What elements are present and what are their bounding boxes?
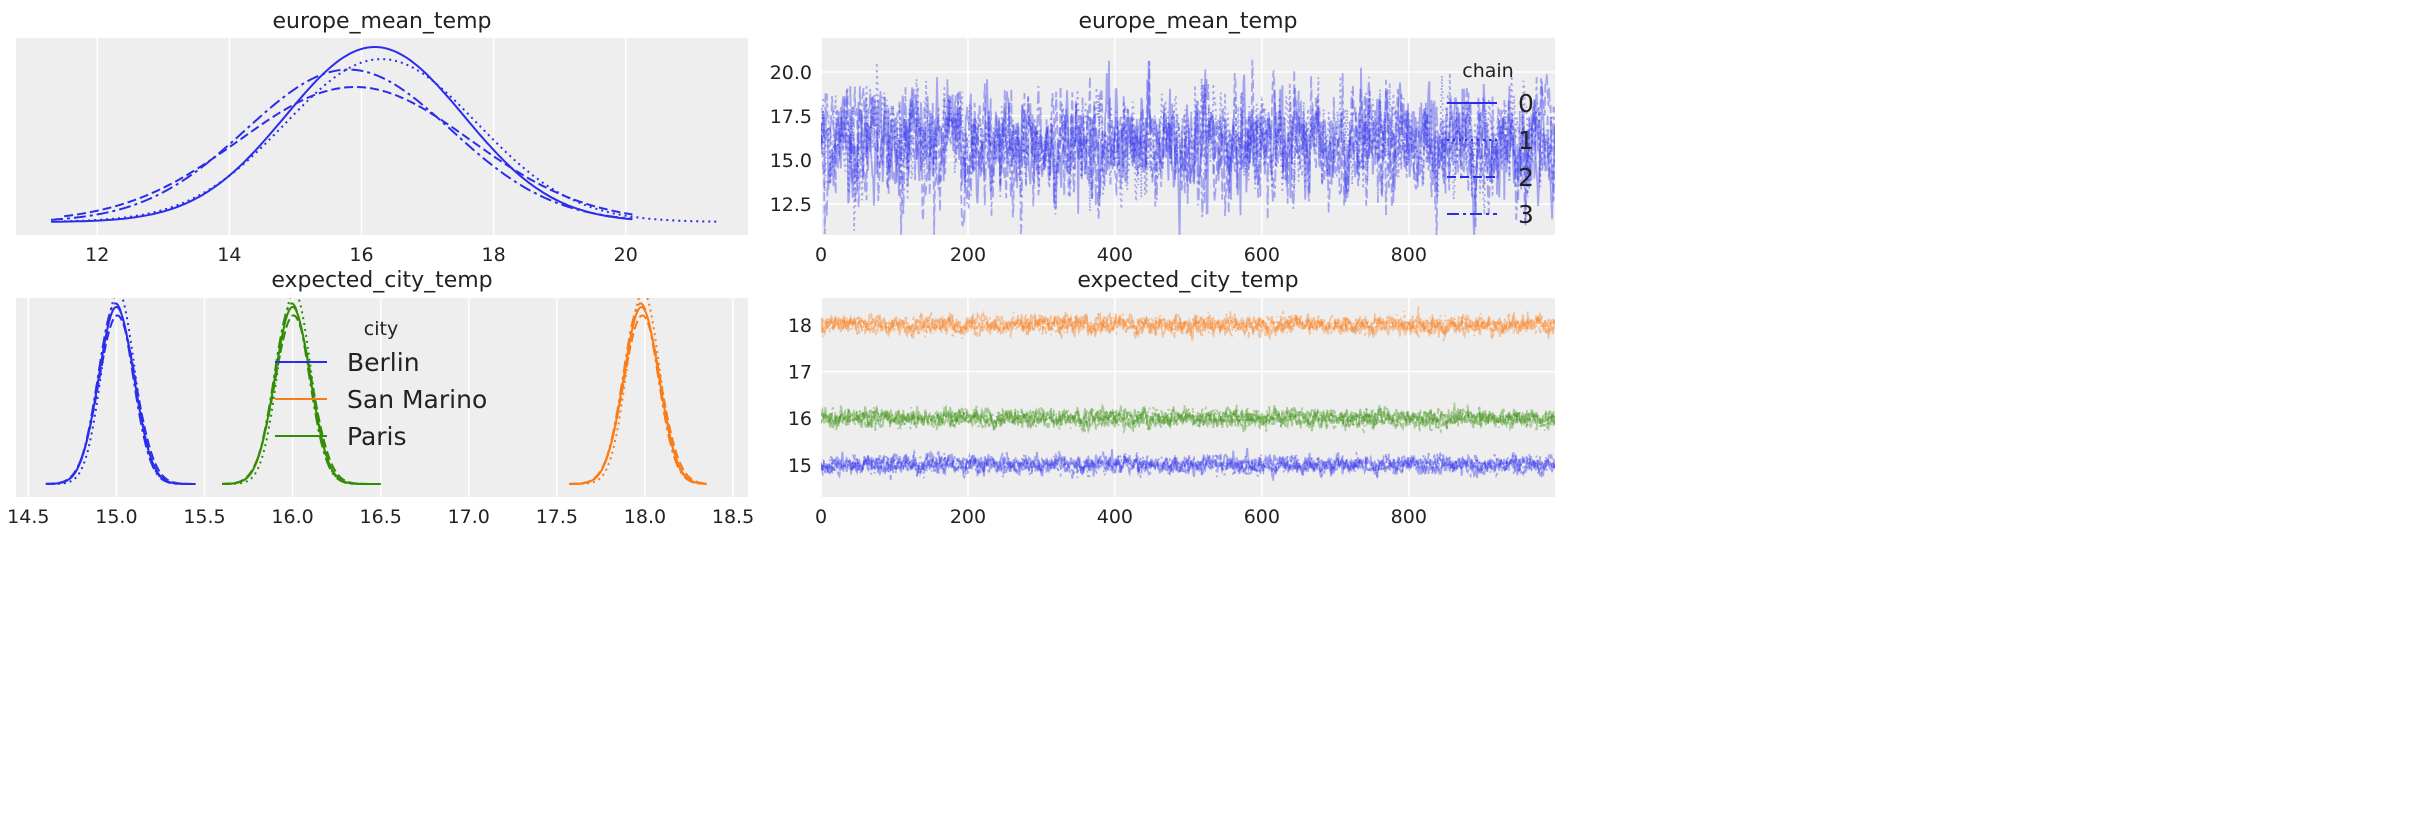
legend-label: San Marino <box>347 385 487 414</box>
city-legend: city Berlin San Marino Paris <box>275 318 487 451</box>
trace-line-paris-chain-1 <box>821 403 1555 435</box>
kde-line-chain-0 <box>50 46 633 223</box>
kde-line-paris-chain-3 <box>222 302 381 485</box>
legend-label: 2 <box>1518 163 1534 192</box>
x-tick-label: 12 <box>85 244 109 266</box>
trace-line-san-marino-chain-0 <box>821 310 1555 342</box>
x-tick-label: 18.0 <box>624 506 666 528</box>
y-tick-label: 17 <box>788 362 812 384</box>
chain-legend: chain 0 1 2 3 <box>1447 60 1534 229</box>
x-tick-label: 400 <box>1097 244 1133 266</box>
x-tick-label: 0 <box>815 506 827 528</box>
x-tick-label: 14 <box>217 244 241 266</box>
x-tick-label: 15.0 <box>95 506 137 528</box>
trace-line-san-marino-chain-2 <box>821 310 1555 339</box>
trace-line-san-marino-chain-3 <box>821 306 1555 342</box>
x-tick-label: 18 <box>482 244 506 266</box>
y-tick-label: 16 <box>788 408 812 430</box>
legend-label: 3 <box>1518 200 1534 229</box>
plot-area <box>50 46 719 223</box>
trace-line-chain-3 <box>821 73 1555 235</box>
trace-line-berlin-chain-0 <box>821 449 1555 479</box>
panel-title: expected_city_temp <box>1077 268 1298 293</box>
y-tick-label: 20.0 <box>770 62 812 84</box>
kde-line-berlin-chain-1 <box>45 298 196 485</box>
x-tick-label: 16.0 <box>271 506 313 528</box>
legend-label: 0 <box>1518 89 1534 118</box>
trace-line-chain-2 <box>821 59 1555 235</box>
y-tick-label: 18 <box>788 315 812 337</box>
x-tick-label: 800 <box>1391 506 1427 528</box>
x-tick-label: 600 <box>1244 244 1280 266</box>
legend-title: chain <box>1462 60 1513 82</box>
kde-line-chain-2 <box>64 86 633 218</box>
trace-line-berlin-chain-1 <box>821 449 1555 479</box>
x-tick-label: 800 <box>1391 244 1427 266</box>
trace-expected-city-temp-panel: expected_city_temp 0 200 400 600 800 15 16 17 18 <box>788 268 1555 528</box>
legend-label: 1 <box>1518 126 1534 155</box>
x-tick-label: 17.0 <box>448 506 490 528</box>
trace-line-berlin-chain-2 <box>821 445 1555 482</box>
kde-line-san-marino-chain-3 <box>569 302 707 485</box>
x-tick-label: 18.5 <box>712 506 754 528</box>
kde-line-chain-3 <box>50 68 633 221</box>
x-tick-label: 16 <box>349 244 373 266</box>
trace-line-paris-chain-3 <box>821 403 1555 432</box>
panel-title: expected_city_temp <box>271 268 492 293</box>
axes-background <box>821 38 1555 235</box>
x-tick-label: 16.5 <box>360 506 402 528</box>
x-tick-label: 200 <box>950 506 986 528</box>
trace-line-chain-0 <box>821 60 1555 235</box>
legend-label: Berlin <box>347 348 420 377</box>
x-tick-label: 0 <box>815 244 827 266</box>
axes-background <box>16 38 748 235</box>
y-tick-label: 15.0 <box>770 150 812 172</box>
x-tick-label: 200 <box>950 244 986 266</box>
kde-expected-city-temp-panel: expected_city_temp 14.5 15.0 15.5 16.0 16.5 1… <box>7 268 754 528</box>
axes-background <box>821 298 1555 497</box>
kde-europe-mean-temp-panel: europe_mean_temp 12 14 16 18 20 <box>16 9 748 266</box>
x-tick-label: 17.5 <box>536 506 578 528</box>
trace-line-paris-chain-2 <box>821 402 1555 435</box>
panel-title: europe_mean_temp <box>273 9 492 34</box>
y-tick-label: 17.5 <box>770 106 812 128</box>
x-tick-label: 14.5 <box>7 506 49 528</box>
plot-area <box>45 298 707 485</box>
trace-europe-mean-temp-panel: europe_mean_temp 0 200 400 600 800 12.5 15.0 17… <box>770 9 1555 266</box>
legend-label: Paris <box>347 422 407 451</box>
x-tick-label: 15.5 <box>183 506 225 528</box>
trace-line-berlin-chain-3 <box>821 449 1555 479</box>
plot-area <box>821 306 1555 482</box>
kde-line-berlin-chain-3 <box>45 302 196 485</box>
legend-title: city <box>364 318 398 340</box>
x-tick-label: 600 <box>1244 506 1280 528</box>
trace-line-chain-1 <box>821 62 1555 231</box>
trace-line-paris-chain-0 <box>821 403 1555 435</box>
panel-title: europe_mean_temp <box>1079 9 1298 34</box>
y-tick-label: 12.5 <box>770 194 812 216</box>
x-tick-label: 400 <box>1097 506 1133 528</box>
x-tick-label: 20 <box>614 244 638 266</box>
plot-area <box>821 59 1555 235</box>
trace-line-san-marino-chain-1 <box>821 309 1555 341</box>
y-tick-label: 15 <box>788 455 812 477</box>
